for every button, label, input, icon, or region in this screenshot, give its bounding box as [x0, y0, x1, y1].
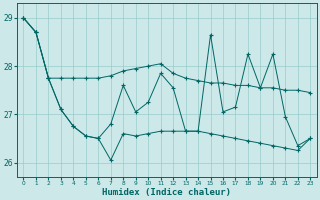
X-axis label: Humidex (Indice chaleur): Humidex (Indice chaleur) — [102, 188, 231, 197]
